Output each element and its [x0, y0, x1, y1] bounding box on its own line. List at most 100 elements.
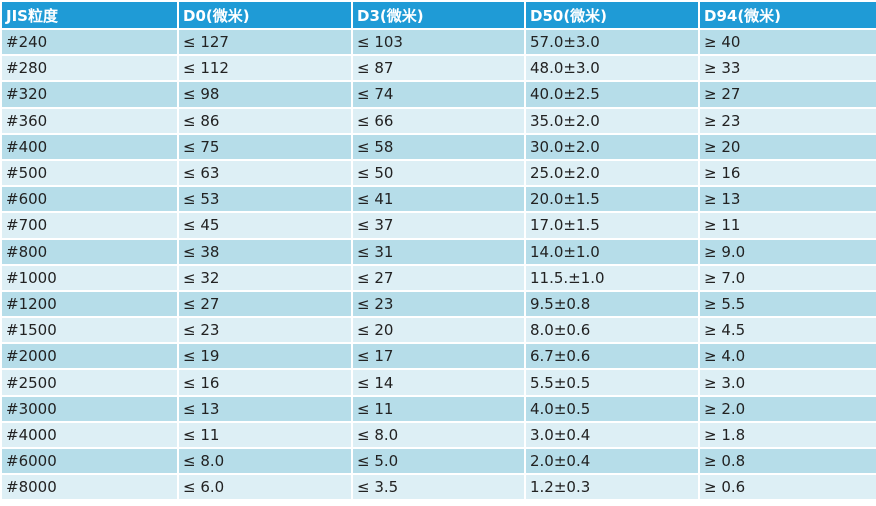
table-cell: 25.0±2.0	[524, 158, 700, 188]
table-cell: ≥ 3.0	[698, 368, 876, 397]
table-cell: 48.0±3.0	[524, 54, 700, 83]
table-body: #240 ≤ 127 ≤ 103 57.0±3.0 ≥ 40 #280 ≤ 112 ≤ 87 4…	[0, 27, 876, 502]
table-cell: 2.0±0.4	[524, 446, 700, 476]
header-cell: D94(微米)	[698, 0, 876, 30]
table-cell: #400	[0, 132, 179, 161]
table-cell: 40.0±2.5	[524, 80, 700, 109]
table-cell: #800	[0, 237, 179, 266]
table-cell: #4000	[0, 420, 179, 450]
table-cell: 30.0±2.0	[524, 132, 700, 161]
table-cell: ≥ 0.8	[698, 446, 876, 476]
table-cell: ≥ 20	[698, 132, 876, 161]
table-cell: 1.2±0.3	[524, 473, 700, 502]
table-cell: ≤ 103	[351, 27, 526, 57]
table-cell: ≤ 32	[177, 263, 353, 292]
table-cell: #320	[0, 80, 179, 109]
table-cell: 17.0±1.5	[524, 211, 700, 240]
table-cell: ≤ 17	[351, 342, 526, 371]
table-cell: ≤ 23	[351, 289, 526, 319]
table-cell: ≥ 5.5	[698, 289, 876, 319]
table-cell: ≤ 98	[177, 80, 353, 109]
table-row: #360 ≤ 86 ≤ 66 35.0±2.0 ≥ 23	[0, 106, 876, 135]
table-row: #2000 ≤ 19 ≤ 17 6.7±0.6 ≥ 4.0	[0, 342, 876, 371]
table-row: #8000 ≤ 6.0 ≤ 3.5 1.2±0.3 ≥ 0.6	[0, 473, 876, 502]
table-cell: ≤ 58	[351, 132, 526, 161]
table-row: #280 ≤ 112 ≤ 87 48.0±3.0 ≥ 33	[0, 54, 876, 83]
table-cell: ≥ 4.5	[698, 316, 876, 345]
table-cell: 6.7±0.6	[524, 342, 700, 371]
table-cell: ≤ 41	[351, 185, 526, 214]
table-cell: ≥ 7.0	[698, 263, 876, 292]
table-cell: 3.0±0.4	[524, 420, 700, 450]
table-cell: ≤ 14	[351, 368, 526, 397]
table-cell: ≤ 112	[177, 54, 353, 83]
table-cell: ≤ 27	[177, 289, 353, 319]
table-cell: #6000	[0, 446, 179, 476]
table-cell: ≥ 40	[698, 27, 876, 57]
table-cell: ≤ 20	[351, 316, 526, 345]
table-cell: ≥ 27	[698, 80, 876, 109]
table-cell: #280	[0, 54, 179, 83]
table-cell: ≥ 13	[698, 185, 876, 214]
table-cell: #1000	[0, 263, 179, 292]
table-row: #2500 ≤ 16 ≤ 14 5.5±0.5 ≥ 3.0	[0, 368, 876, 397]
table-cell: ≤ 16	[177, 368, 353, 397]
table-cell: 14.0±1.0	[524, 237, 700, 266]
table-cell: #1500	[0, 316, 179, 345]
table-cell: 8.0±0.6	[524, 316, 700, 345]
table-cell: ≤ 3.5	[351, 473, 526, 502]
table-row: #3000 ≤ 13 ≤ 11 4.0±0.5 ≥ 2.0	[0, 394, 876, 423]
table-cell: ≤ 23	[177, 316, 353, 345]
table-row: #6000 ≤ 8.0 ≤ 5.0 2.0±0.4 ≥ 0.8	[0, 446, 876, 476]
table-cell: ≤ 53	[177, 185, 353, 214]
table-cell: ≤ 87	[351, 54, 526, 83]
table-cell: 57.0±3.0	[524, 27, 700, 57]
table-row: #320 ≤ 98 ≤ 74 40.0±2.5 ≥ 27	[0, 80, 876, 109]
table-cell: ≤ 86	[177, 106, 353, 135]
table-row: #1200 ≤ 27 ≤ 23 9.5±0.8 ≥ 5.5	[0, 289, 876, 319]
table-cell: ≥ 23	[698, 106, 876, 135]
table-cell: ≤ 45	[177, 211, 353, 240]
table-cell: ≤ 27	[351, 263, 526, 292]
table-cell: #600	[0, 185, 179, 214]
table-cell: ≥ 2.0	[698, 394, 876, 423]
table-cell: #2000	[0, 342, 179, 371]
table-cell: #500	[0, 158, 179, 188]
table-cell: #360	[0, 106, 179, 135]
table-cell: ≤ 13	[177, 394, 353, 423]
header-cell: D50(微米)	[524, 0, 700, 30]
table-row: #1000 ≤ 32 ≤ 27 11.5.±1.0 ≥ 7.0	[0, 263, 876, 292]
table-row: #4000 ≤ 11 ≤ 8.0 3.0±0.4 ≥ 1.8	[0, 420, 876, 450]
table-cell: ≤ 75	[177, 132, 353, 161]
table-cell: ≤ 19	[177, 342, 353, 371]
table-cell: #1200	[0, 289, 179, 319]
table-cell: 11.5.±1.0	[524, 263, 700, 292]
table-cell: 4.0±0.5	[524, 394, 700, 423]
header-row: JIS粒度 D0(微米) D3(微米) D50(微米) D94(微米)	[0, 0, 876, 30]
table-cell: #8000	[0, 473, 179, 502]
table-cell: ≤ 63	[177, 158, 353, 188]
table-cell: ≤ 127	[177, 27, 353, 57]
table-cell: ≤ 8.0	[177, 446, 353, 476]
table-cell: 9.5±0.8	[524, 289, 700, 319]
header-cell: D3(微米)	[351, 0, 526, 30]
table-cell: ≥ 4.0	[698, 342, 876, 371]
table-cell: ≤ 5.0	[351, 446, 526, 476]
table-cell: #240	[0, 27, 179, 57]
header-cell: JIS粒度	[0, 0, 179, 30]
table-cell: 5.5±0.5	[524, 368, 700, 397]
table-row: #700 ≤ 45 ≤ 37 17.0±1.5 ≥ 11	[0, 211, 876, 240]
table-row: #240 ≤ 127 ≤ 103 57.0±3.0 ≥ 40	[0, 27, 876, 57]
header-cell: D0(微米)	[177, 0, 353, 30]
table-cell: #700	[0, 211, 179, 240]
table-row: #600 ≤ 53 ≤ 41 20.0±1.5 ≥ 13	[0, 185, 876, 214]
table-row: #400 ≤ 75 ≤ 58 30.0±2.0 ≥ 20	[0, 132, 876, 161]
table-cell: ≤ 6.0	[177, 473, 353, 502]
table-cell: 35.0±2.0	[524, 106, 700, 135]
table-cell: ≤ 11	[351, 394, 526, 423]
table-cell: ≥ 0.6	[698, 473, 876, 502]
table-cell: 20.0±1.5	[524, 185, 700, 214]
table-cell: ≥ 33	[698, 54, 876, 83]
